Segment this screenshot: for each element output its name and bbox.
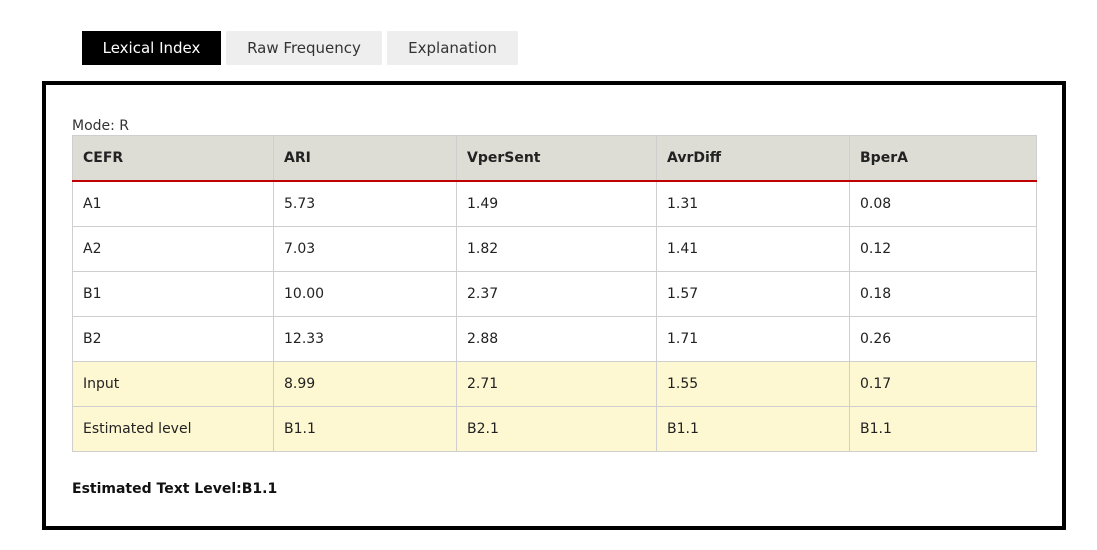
table-cell: 1.82 <box>456 226 657 272</box>
table-cell: Estimated level <box>72 406 274 452</box>
tab-bar: Lexical Index Raw Frequency Explanation <box>82 31 518 65</box>
table-cell: B2 <box>72 316 274 362</box>
table-cell: 8.99 <box>273 361 457 407</box>
column-header-cefr: CEFR <box>72 135 274 182</box>
table-cell: 2.37 <box>456 271 657 317</box>
table-cell: 1.71 <box>656 316 850 362</box>
table-cell: 0.08 <box>849 180 1037 227</box>
table-cell: 1.55 <box>656 361 850 407</box>
table-cell: 7.03 <box>273 226 457 272</box>
table-cell: B1.1 <box>273 406 457 452</box>
table-header-row: CEFR ARI VperSent AvrDiff BperA <box>72 135 1037 182</box>
lexical-index-panel: Mode: R CEFR ARI VperSent AvrDiff BperA … <box>42 81 1066 530</box>
table-cell: B1.1 <box>849 406 1037 452</box>
table-cell: 0.12 <box>849 226 1037 272</box>
table-cell: Input <box>72 361 274 407</box>
table-cell: B1 <box>72 271 274 317</box>
table-cell: 0.17 <box>849 361 1037 407</box>
table-cell: 1.31 <box>656 180 850 227</box>
column-header-ari: ARI <box>273 135 457 182</box>
table-cell: A2 <box>72 226 274 272</box>
table-row: B1 10.00 2.37 1.57 0.18 <box>72 271 1037 317</box>
table-cell: 1.49 <box>456 180 657 227</box>
table-cell: 5.73 <box>273 180 457 227</box>
estimated-text-level: Estimated Text Level:B1.1 <box>72 481 278 497</box>
lexical-index-table: CEFR ARI VperSent AvrDiff BperA A1 5.73 … <box>72 135 1037 452</box>
column-header-vpersent: VperSent <box>456 135 657 182</box>
table-cell: 2.88 <box>456 316 657 362</box>
input-row: Input 8.99 2.71 1.55 0.17 <box>72 361 1037 407</box>
column-header-bpera: BperA <box>849 135 1037 182</box>
table-cell: 0.18 <box>849 271 1037 317</box>
table-cell: 12.33 <box>273 316 457 362</box>
tab-explanation[interactable]: Explanation <box>387 31 518 65</box>
tab-raw-frequency[interactable]: Raw Frequency <box>226 31 382 65</box>
estimated-level-row: Estimated level B1.1 B2.1 B1.1 B1.1 <box>72 406 1037 452</box>
table-row: A1 5.73 1.49 1.31 0.08 <box>72 180 1037 227</box>
mode-label: Mode: R <box>72 118 130 134</box>
table-row: A2 7.03 1.82 1.41 0.12 <box>72 226 1037 272</box>
table-cell: A1 <box>72 180 274 227</box>
table-cell: 0.26 <box>849 316 1037 362</box>
table-cell: 10.00 <box>273 271 457 317</box>
table-cell: 1.41 <box>656 226 850 272</box>
table-cell: 1.57 <box>656 271 850 317</box>
table-cell: B1.1 <box>656 406 850 452</box>
table-cell: B2.1 <box>456 406 657 452</box>
table-cell: 2.71 <box>456 361 657 407</box>
table-row: B2 12.33 2.88 1.71 0.26 <box>72 316 1037 362</box>
tab-lexical-index[interactable]: Lexical Index <box>82 31 221 65</box>
column-header-avrdiff: AvrDiff <box>656 135 850 182</box>
